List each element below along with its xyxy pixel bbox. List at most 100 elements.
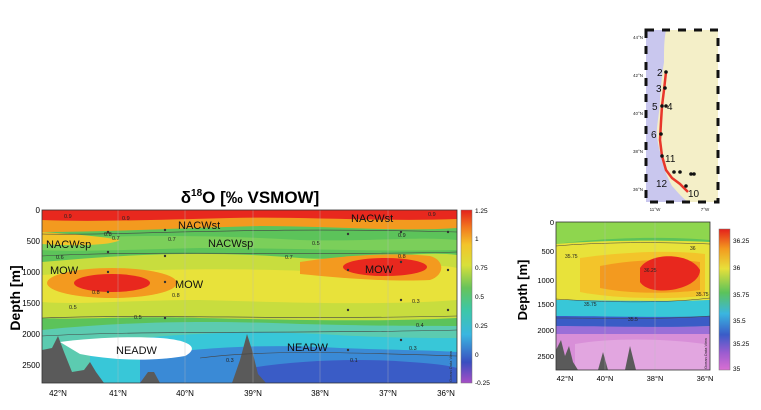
ytick-label: 500 <box>27 237 41 246</box>
xtick-label: 42°N <box>557 374 574 383</box>
lon-label: 7°W <box>701 207 710 212</box>
xtick-label: 38°N <box>311 389 329 398</box>
ytick-label: 0 <box>550 218 554 227</box>
xtick-label: 39°N <box>244 389 262 398</box>
chart1-contour-labels: 0.9 0.8 0.9 0.7 0.7 0.5 0.6 0.8 0.7 0.8 … <box>56 212 436 364</box>
contour-label: 0.3 <box>409 346 417 352</box>
chart2-contour-labels: 35.75 35.75 36.25 36 35.5 35.75 <box>565 246 709 323</box>
xtick-label: 41°N <box>109 389 127 398</box>
contour-label: 0.8 <box>172 293 180 299</box>
station-label: 3 <box>656 84 662 95</box>
ytick-label: 2000 <box>22 330 40 339</box>
station-map: 2 3 5 4 6 11 12 10 44°N 42°N 40°N 38°N 3… <box>633 28 720 212</box>
chart1-seafloor <box>42 334 300 383</box>
xtick-label: 38°N <box>647 374 664 383</box>
map-lat-labels: 44°N 42°N 40°N 38°N 36°N <box>633 35 643 192</box>
label-mow-left: MOW <box>50 265 79 277</box>
contour-label: 0.7 <box>285 255 293 261</box>
contour-label: 0.8 <box>398 254 406 260</box>
contour-label: 0.9 <box>428 212 436 218</box>
contour-label: 0.5 <box>312 241 320 247</box>
map-lon-labels: 11°W 7°W <box>650 207 710 212</box>
label-mow-mid: MOW <box>175 279 204 291</box>
lat-label: 40°N <box>633 111 643 116</box>
station-label: 10 <box>688 189 700 200</box>
label-neadw-left: NEADW <box>116 345 158 357</box>
contour-label: 0.3 <box>226 358 234 364</box>
chart1-field <box>42 210 457 383</box>
chart2-colorbar <box>718 228 731 371</box>
chart1-colorbar-ticks: 1.25 1 0.75 0.5 0.25 0 -0.25 <box>475 208 490 387</box>
xtick-label: 36°N <box>697 374 714 383</box>
contour-label: 0.8 <box>104 232 112 238</box>
station-label: 12 <box>656 179 668 190</box>
contour-label: 35.75 <box>584 302 597 308</box>
chart2-field <box>556 222 710 370</box>
ytick-label: 1000 <box>22 268 40 277</box>
cbar-tick: 0 <box>475 352 479 359</box>
cbar-tick: 36 <box>733 265 741 272</box>
lat-label: 42°N <box>633 73 643 78</box>
ytick-label: 0 <box>36 206 41 215</box>
ytick-label: 2500 <box>22 361 40 370</box>
cbar-tick: -0.25 <box>475 380 490 387</box>
ytick-label: 1500 <box>22 299 40 308</box>
label-nacwsp-mid: NACWsp <box>208 238 253 250</box>
map-track <box>658 71 689 193</box>
station-label: 6 <box>651 130 657 141</box>
cbar-tick: 0.5 <box>475 294 484 301</box>
cbar-tick: 1 <box>475 236 479 243</box>
label-nacwst-left: NACWst <box>178 220 220 232</box>
chart2-xticks: 42°N 40°N 38°N 36°N <box>557 374 714 383</box>
chart2-seafloor <box>556 340 578 370</box>
contour-label: 0.8 <box>92 290 100 296</box>
cbar-tick: 36.25 <box>733 238 750 245</box>
xtick-label: 37°N <box>379 389 397 398</box>
chart1-watermark: Ocean Data View <box>448 351 453 382</box>
map-land <box>656 30 718 202</box>
chart2-ylabel: Depth [m] <box>515 260 530 321</box>
ytick-label: 1500 <box>537 300 554 309</box>
chart1-ylabel: Depth [m] <box>7 265 23 330</box>
station-label: 2 <box>657 68 663 79</box>
chart2-watermark: Ocean Data View <box>703 338 708 369</box>
contour-label: 0.5 <box>69 305 77 311</box>
cbar-tick: 35 <box>733 366 741 373</box>
contour-label: 0.7 <box>112 236 120 242</box>
contour-label: 0.4 <box>416 323 424 329</box>
contour-label: 35.75 <box>696 292 709 298</box>
map-station-labels: 2 3 5 4 6 11 12 10 <box>651 68 700 200</box>
cbar-tick: 0.25 <box>475 323 488 330</box>
cbar-tick: 35.75 <box>733 292 750 299</box>
cbar-tick: 35.5 <box>733 318 746 325</box>
contour-label: 36.25 <box>644 268 657 274</box>
chart1-title: δ18O [‰ VSMOW] <box>181 188 320 207</box>
lon-label: 11°W <box>650 207 661 212</box>
contour-label: 0.9 <box>64 214 72 220</box>
contour-label: 35.5 <box>628 317 638 323</box>
contour-label: 0.9 <box>122 216 130 222</box>
contour-label: 35.75 <box>565 254 578 260</box>
xtick-label: 42°N <box>49 389 67 398</box>
label-mow-right: MOW <box>365 264 394 276</box>
lat-label: 36°N <box>633 187 643 192</box>
xtick-label: 36°N <box>437 389 455 398</box>
station-label: 4 <box>667 102 673 113</box>
contour-label: 0.6 <box>56 255 64 261</box>
label-nacwsp-left: NACWsp <box>46 239 91 251</box>
lat-label: 38°N <box>633 149 643 154</box>
ytick-label: 2500 <box>537 352 554 361</box>
cbar-tick: 35.25 <box>733 341 750 348</box>
ytick-label: 2000 <box>537 326 554 335</box>
chart2-yticks: 0 500 1000 1500 2000 2500 <box>537 218 554 361</box>
xtick-label: 40°N <box>597 374 614 383</box>
lat-label: 44°N <box>633 35 643 40</box>
xtick-label: 40°N <box>176 389 194 398</box>
contour-label: 0.1 <box>350 358 358 364</box>
contour-label: 0.3 <box>412 299 420 305</box>
contour-label: 0.7 <box>168 237 176 243</box>
chart1-yticks: 0 500 1000 1500 2000 2500 <box>22 206 40 370</box>
chart1-watermass-labels: NACWst NACWsp NACWsp NACWst MOW MOW MOW … <box>46 213 394 357</box>
contour-label: 0.9 <box>398 233 406 239</box>
